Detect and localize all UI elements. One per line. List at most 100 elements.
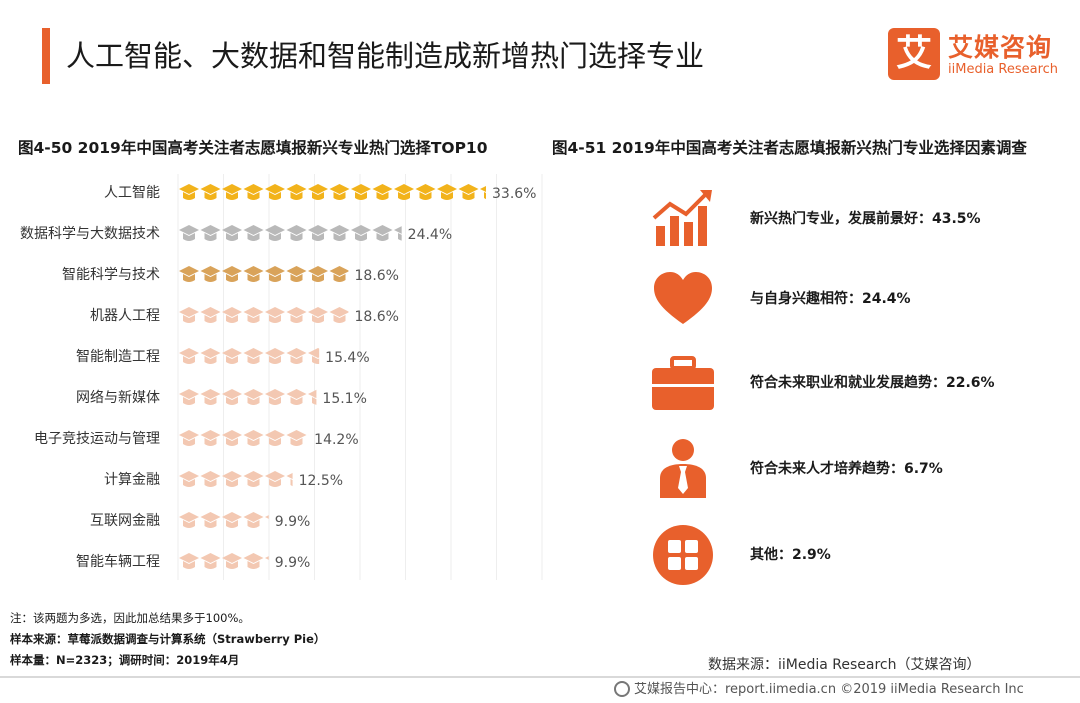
- graduation-cap-icon: [222, 430, 242, 446]
- graduation-cap-icon: [372, 225, 393, 241]
- right-chart-title: 图4-51 2019年中国高考关注者志愿填报新兴热门专业选择因素调查: [552, 139, 1027, 157]
- person-tie-icon: [660, 439, 706, 498]
- bar: [179, 471, 293, 487]
- bar: [179, 553, 269, 569]
- graduation-cap-icon: [329, 225, 350, 241]
- graduation-cap-icon: [179, 553, 199, 569]
- graduation-cap-icon: [200, 512, 221, 528]
- graduation-cap-icon: [308, 389, 317, 405]
- rising-chart-icon: [652, 190, 712, 246]
- value-label: 15.1%: [322, 391, 366, 407]
- graduation-cap-icon: [179, 266, 199, 282]
- value-label: 12.5%: [299, 473, 343, 489]
- graduation-cap-icon: [222, 225, 242, 241]
- graduation-cap-icon: [222, 553, 242, 569]
- graduation-cap-icon: [265, 430, 285, 446]
- brand-logo: 艾 艾媒咨询 iiMedia Research: [888, 26, 1058, 84]
- graduation-cap-icon: [329, 307, 349, 323]
- graduation-cap-icon: [243, 348, 264, 364]
- category-label: 智能科学与技术: [62, 267, 160, 283]
- graduation-cap-icon: [179, 430, 199, 446]
- graduation-cap-icon: [286, 225, 307, 241]
- graduation-cap-icon: [286, 472, 293, 487]
- graduation-cap-icon: [265, 307, 285, 323]
- graduation-cap-icon: [329, 184, 350, 200]
- graduation-cap-icon: [243, 430, 264, 446]
- graduation-cap-icon: [265, 266, 285, 282]
- graduation-cap-icon: [394, 184, 414, 200]
- category-label: 电子竞技运动与管理: [34, 430, 160, 447]
- bar: [179, 389, 317, 405]
- factor-item-4: 符合未来人才培养趋势：6.7%: [650, 436, 1070, 502]
- value-label: 15.4%: [325, 350, 369, 366]
- data-source: 数据来源：iiMedia Research（艾媒咨询）: [708, 657, 981, 673]
- graduation-cap-icon: [351, 184, 371, 200]
- graduation-cap-icon: [286, 266, 307, 282]
- graduation-cap-icon: [437, 184, 457, 200]
- graduation-cap-icon: [222, 471, 242, 487]
- factor-item-3: 符合未来职业和就业发展趋势：22.6%: [650, 350, 1070, 416]
- note-sample-source: 样本来源：草莓派数据调查与计算系统（Strawberry Pie）: [10, 632, 326, 646]
- graduation-cap-icon: [265, 556, 269, 560]
- graduation-cap-icon: [372, 184, 393, 200]
- value-label: 33.6%: [492, 186, 536, 202]
- graduation-cap-icon: [200, 266, 221, 282]
- graduation-cap-icon: [222, 512, 242, 528]
- heart-icon: [654, 272, 712, 324]
- value-label: 9.9%: [275, 514, 311, 530]
- graduation-cap-icon: [179, 389, 199, 405]
- category-label: 智能制造工程: [76, 349, 160, 365]
- footer: 艾媒报告中心：report.iimedia.cn ©2019 iiMedia R…: [614, 679, 1024, 701]
- bar: [179, 348, 320, 364]
- graduation-cap-icon: [286, 184, 307, 200]
- value-label: 18.6%: [355, 309, 399, 325]
- graduation-cap-icon: [179, 307, 199, 323]
- factor-item-1: 新兴热门专业，发展前景好：43.5%: [650, 186, 1070, 252]
- factor-label: 符合未来职业和就业发展趋势：22.6%: [750, 375, 995, 391]
- graduation-cap-icon: [243, 471, 264, 487]
- title-accent-bar: [42, 28, 50, 84]
- page-title: 人工智能、大数据和智能制造成新增热门选择专业: [66, 39, 705, 73]
- graduation-cap-icon: [351, 225, 371, 241]
- bar: [179, 512, 269, 528]
- graduation-cap-icon: [222, 266, 242, 282]
- category-label: 网络与新媒体: [76, 390, 160, 406]
- category-label: 机器人工程: [90, 308, 160, 324]
- bar: [179, 307, 349, 323]
- value-label: 18.6%: [355, 268, 399, 284]
- left-chart-title: 图4-50 2019年中国高考关注者志愿填报新兴专业热门选择TOP10: [18, 139, 488, 157]
- graduation-cap-icon: [200, 307, 221, 323]
- factor-label: 与自身兴趣相符：24.4%: [750, 291, 911, 307]
- graduation-cap-icon: [179, 471, 199, 487]
- graduation-cap-icon: [243, 266, 264, 282]
- category-label: 数据科学与大数据技术: [20, 226, 160, 242]
- value-label: 9.9%: [275, 555, 311, 571]
- bar: [179, 430, 309, 446]
- graduation-cap-icon: [243, 553, 264, 569]
- graduation-cap-icon: [200, 184, 221, 200]
- graduation-cap-icon: [200, 225, 221, 241]
- value-label: 24.4%: [408, 227, 452, 243]
- bar: [179, 184, 486, 200]
- graduation-cap-icon: [179, 225, 199, 241]
- note-multiselect: 注：该两题为多选，因此加总结果多于100%。: [10, 611, 250, 625]
- graduation-cap-icon: [222, 307, 242, 323]
- graduation-cap-icon: [286, 430, 307, 446]
- graduation-cap-icon: [243, 225, 264, 241]
- graduation-cap-icon: [265, 348, 285, 364]
- factor-label: 新兴热门专业，发展前景好：43.5%: [750, 211, 981, 227]
- footer-divider: [0, 676, 1080, 678]
- factor-item-2: 与自身兴趣相符：24.4%: [650, 266, 1070, 332]
- bar: [179, 266, 349, 282]
- graduation-cap-icon: [179, 184, 199, 200]
- graduation-cap-icon: [286, 307, 307, 323]
- graduation-cap-icon: [200, 348, 221, 364]
- graduation-cap-icon: [243, 184, 264, 200]
- graduation-cap-icon: [265, 515, 269, 519]
- footnotes: 注：该两题为多选，因此加总结果多于100%。 样本来源：草莓派数据调查与计算系统…: [10, 608, 325, 671]
- graduation-cap-icon: [243, 512, 264, 528]
- graduation-cap-icon: [200, 471, 221, 487]
- graduation-cap-icon: [265, 471, 285, 487]
- graduation-cap-icon: [308, 307, 328, 323]
- report-center-icon: [614, 681, 630, 697]
